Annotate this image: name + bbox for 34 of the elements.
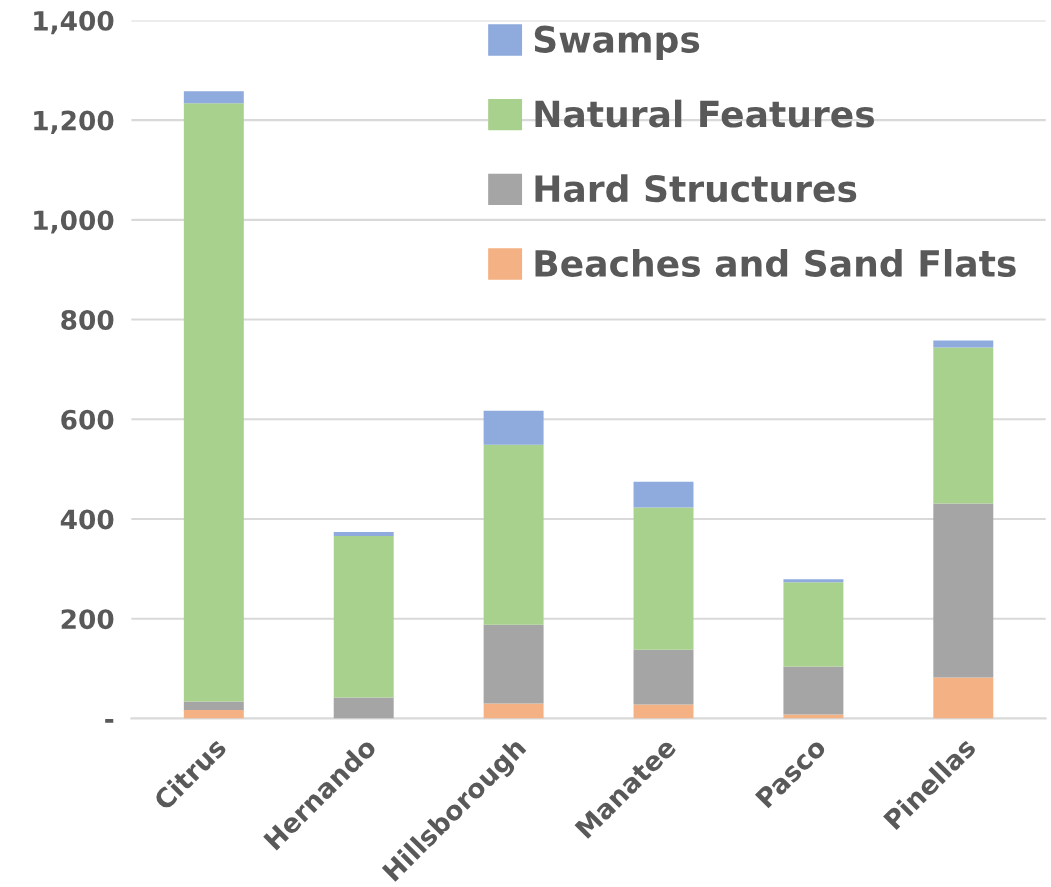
bar (783, 714, 844, 719)
bar (783, 666, 844, 715)
legend-label: Swamps (534, 25, 700, 60)
bar (483, 703, 544, 719)
y-tick-label: 1,400 (34, 10, 114, 35)
bar (483, 444, 544, 625)
legend-label: Hard Structures (535, 174, 857, 203)
bar (783, 582, 844, 667)
y-tick-label: 600 (61, 409, 114, 430)
y-tick-label: 1,000 (34, 210, 114, 234)
legend-label: Natural Features (535, 99, 875, 128)
bar (483, 410, 544, 445)
y-tick-label: 400 (60, 509, 114, 530)
bar (933, 347, 994, 504)
bar (183, 701, 244, 710)
bar (183, 103, 244, 702)
y-tick-label: 800 (61, 310, 114, 330)
y-tick-label: - (105, 719, 114, 723)
bar (633, 704, 694, 719)
bar (783, 579, 844, 583)
bar (333, 531, 394, 536)
bar (633, 507, 694, 650)
bar (633, 649, 694, 705)
y-tick-label: 200 (61, 609, 114, 630)
y-tick-label: 1,200 (34, 110, 114, 134)
bar (483, 624, 544, 704)
bar (333, 697, 394, 719)
bar (633, 481, 694, 508)
legend-label: Beaches and Sand Flats (535, 249, 1016, 277)
bar (933, 503, 994, 678)
bar (933, 677, 994, 719)
bar (333, 535, 394, 698)
bar (183, 709, 244, 719)
bar (183, 91, 244, 104)
